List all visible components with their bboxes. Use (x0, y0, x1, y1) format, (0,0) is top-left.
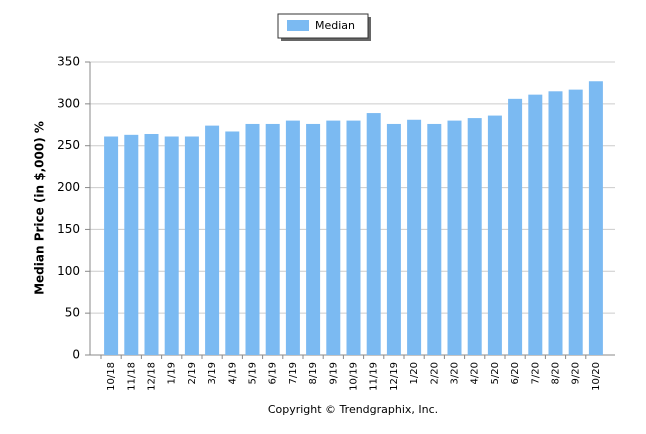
y-tick-label: 200 (57, 180, 80, 194)
bar (427, 123, 442, 355)
x-tick-label: 11/18 (126, 362, 137, 391)
bar (285, 120, 300, 355)
x-tick-label: 9/20 (571, 362, 582, 384)
bar (326, 120, 341, 355)
bar (205, 125, 220, 355)
bar (144, 133, 159, 355)
y-tick-label: 350 (57, 55, 80, 69)
bar (447, 120, 462, 355)
x-tick-label: 9/19 (328, 362, 339, 384)
x-tick-label: 10/18 (106, 362, 117, 391)
bar (508, 98, 523, 355)
bar (568, 89, 583, 355)
x-tick-label: 3/19 (207, 362, 218, 384)
bar (124, 134, 139, 355)
x-tick-label: 12/19 (389, 362, 400, 391)
x-tick-label: 6/20 (510, 362, 521, 384)
footer: Copyright © Trendgraphix, Inc. (268, 403, 438, 416)
legend-swatch (287, 20, 309, 31)
bar (164, 136, 179, 355)
x-tick-label: 7/20 (530, 362, 541, 384)
bar (245, 123, 260, 355)
x-tick-label: 4/20 (470, 362, 481, 384)
x-tick-label: 2/19 (187, 362, 198, 384)
x-tick-label: 6/19 (268, 362, 279, 384)
bar (346, 120, 361, 355)
bar (366, 113, 381, 356)
x-tick-label: 7/19 (288, 362, 299, 384)
y-tick-label: 100 (57, 264, 80, 278)
x-tick-label: 10/19 (349, 362, 360, 391)
bar (265, 123, 280, 355)
bar (548, 91, 563, 356)
bar (306, 123, 321, 355)
bar (407, 119, 422, 356)
y-tick-label: 0 (72, 348, 80, 362)
x-tick-label: 2/20 (429, 362, 440, 384)
legend-label: Median (315, 19, 355, 32)
bar (104, 136, 119, 355)
x-tick-label: 4/19 (227, 362, 238, 384)
x-tick-label: 8/20 (551, 362, 562, 384)
bar (184, 136, 199, 355)
y-axis-title: Median Price (in $,000) % (33, 121, 47, 295)
x-tick-label: 5/19 (248, 362, 259, 384)
x-tick-label: 10/20 (591, 362, 602, 391)
y-tick-label: 300 (57, 96, 80, 110)
y-tick-label: 50 (65, 306, 80, 320)
bar (487, 115, 502, 355)
y-tick-label: 250 (57, 138, 80, 152)
x-tick-label: 1/20 (409, 362, 420, 384)
x-tick-label: 8/19 (308, 362, 319, 384)
bar (386, 123, 401, 355)
bar (467, 118, 482, 356)
bar (225, 131, 240, 355)
x-tick-label: 5/20 (490, 362, 501, 384)
y-tick-label: 150 (57, 222, 80, 236)
x-tick-label: 1/19 (167, 362, 178, 384)
x-tick-label: 11/19 (369, 362, 380, 391)
bar (588, 81, 603, 356)
x-tick-label: 3/20 (450, 362, 461, 384)
x-tick-label: 12/18 (147, 362, 158, 391)
bar (528, 94, 543, 356)
